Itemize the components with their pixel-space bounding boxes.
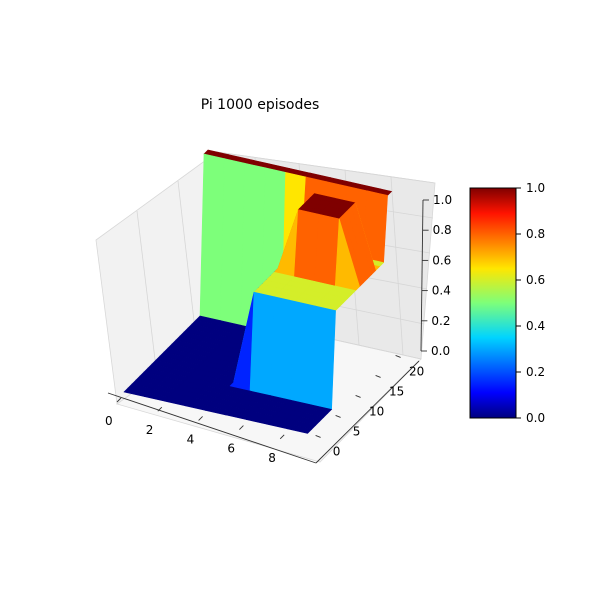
- x-ticks: 0 2 4 6 8: [105, 397, 285, 465]
- x-tick-mark: [279, 434, 285, 440]
- y-tick-mark: [315, 434, 321, 438]
- y-tick-label: 10: [369, 404, 384, 418]
- surface-patch: [314, 213, 340, 287]
- surface: [123, 149, 393, 434]
- x-axis-line: [107, 392, 317, 464]
- surface-patch: [286, 424, 313, 434]
- colorbar-tick-label: 0.4: [526, 319, 545, 333]
- y-tick-mark: [375, 374, 381, 378]
- colorbar-tick-label: 0.0: [526, 411, 545, 425]
- y-tick-label: 20: [409, 364, 424, 378]
- x-tick-label: 6: [227, 442, 235, 456]
- z-tick-label: 0.2: [431, 314, 450, 328]
- x-tick-label: 0: [105, 414, 113, 428]
- surface-patch: [310, 305, 336, 410]
- x-tick-label: 8: [268, 451, 276, 465]
- y-ticks: 05 10 15 20: [315, 354, 424, 458]
- y-axis-line: [315, 360, 420, 464]
- x-tick-label: 2: [146, 423, 154, 437]
- chart-title: Pi 1000 episodes: [201, 97, 320, 113]
- y-tick-label: 15: [389, 384, 404, 398]
- colorbar-tick-label: 0.8: [526, 227, 545, 241]
- y-tick-mark: [355, 394, 361, 398]
- x-tick-mark: [116, 397, 122, 403]
- z-tick-label: 1.0: [433, 193, 452, 207]
- x-tick-label: 4: [187, 432, 195, 446]
- colorbar-tick-label: 0.6: [526, 273, 545, 287]
- colorbar: [469, 187, 517, 419]
- z-tick-label: 0.0: [431, 344, 450, 358]
- z-axis-line: [420, 199, 424, 352]
- z-tick-label: 0.8: [433, 223, 452, 237]
- z-tick-label: 0.4: [432, 284, 451, 298]
- surface-patch: [294, 209, 320, 282]
- colorbar-tick-label: 0.2: [526, 365, 545, 379]
- y-tick-label: 5: [353, 424, 361, 438]
- z-ticks: 0.0 0.2 0.4 0.6 0.8 1.0: [421, 193, 452, 358]
- y-tick-mark: [335, 414, 341, 418]
- z-tick-label: 0.6: [432, 253, 451, 267]
- colorbar-ticks: 0.0 0.2 0.4 0.6 0.8 1.0: [516, 181, 545, 425]
- x-tick-mark: [198, 416, 203, 421]
- x-tick-mark: [157, 406, 163, 412]
- axis-lines: [107, 199, 424, 464]
- y-tick-label: 0: [333, 444, 341, 458]
- y-tick-mark: [395, 354, 401, 358]
- colorbar-tick-label: 1.0: [526, 181, 545, 195]
- x-tick-mark: [239, 425, 244, 430]
